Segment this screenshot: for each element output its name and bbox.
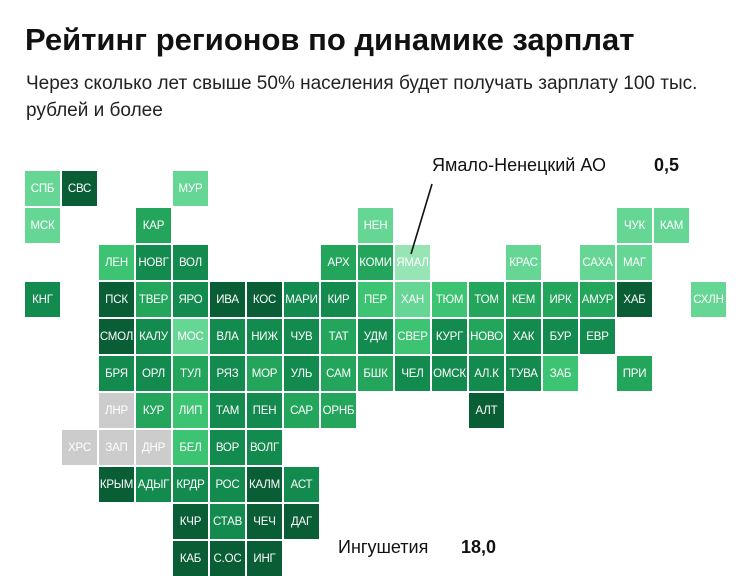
callout-bottom-region-value: 18,0 [461, 537, 497, 557]
region-tile: ТАМ [210, 393, 245, 428]
region-tile: СХЛН [691, 282, 726, 317]
region-tile: БШК [358, 356, 393, 391]
region-tile: ТУЛ [173, 356, 208, 391]
region-tile: ЛНР [99, 393, 134, 428]
region-tile: КЧР [173, 504, 208, 539]
region-tile: ЧЕЛ [395, 356, 430, 391]
region-tile: КИР [321, 282, 356, 317]
region-tile: ИРК [543, 282, 578, 317]
region-tile: МСК [25, 208, 60, 243]
region-tile: ХАН [395, 282, 430, 317]
region-tile: СВЕР [395, 319, 430, 354]
region-tile: ТУВА [506, 356, 541, 391]
region-tile: ЕВР [580, 319, 615, 354]
region-tile: ПЕР [358, 282, 393, 317]
region-tile: ТВЕР [136, 282, 171, 317]
region-tile: НЕН [358, 208, 393, 243]
region-tile: УЛЬ [284, 356, 319, 391]
region-tile: АДЫГ [136, 467, 171, 502]
region-tile: АЛТ [469, 393, 504, 428]
region-tile: КНГ [25, 282, 60, 317]
region-tile: САР [284, 393, 319, 428]
region-tile: КРАС [506, 245, 541, 280]
region-tile: МАРИ [284, 282, 319, 317]
region-tile: ВОЛ [173, 245, 208, 280]
chart-subtitle: Через сколько лет свыше 50% населения бу… [26, 73, 698, 121]
region-tile: ВОР [210, 430, 245, 465]
region-tile: ВОЛГ [247, 430, 282, 465]
region-tile: МУР [173, 171, 208, 206]
region-tile: СТАВ [210, 504, 245, 539]
region-tile: КАЛУ [136, 319, 171, 354]
region-tile: ХАК [506, 319, 541, 354]
callout-top-region-value: 0,5 [654, 155, 680, 175]
region-tile: КАР [136, 208, 171, 243]
region-tile: КАМ [654, 208, 689, 243]
region-tile: БУР [543, 319, 578, 354]
region-tile: ПЕН [247, 393, 282, 428]
region-tile: ОРНБ [321, 393, 356, 428]
region-tile: СПБ [25, 171, 60, 206]
region-tile: КУРГ [432, 319, 467, 354]
region-tile: ЛЕН [99, 245, 134, 280]
region-tile: УДМ [358, 319, 393, 354]
region-tile: КУР [136, 393, 171, 428]
region-tile: АРХ [321, 245, 356, 280]
callout-leader-line [410, 183, 433, 255]
region-tile: ТЮМ [432, 282, 467, 317]
region-tile: КАЛМ [247, 467, 282, 502]
chart-title: Рейтинг регионов по динамике зарплат [25, 22, 635, 57]
region-tile: ЗАБ [543, 356, 578, 391]
region-tile: НИЖ [247, 319, 282, 354]
region-tile: СМОЛ [99, 319, 134, 354]
region-tile: СВС [62, 171, 97, 206]
region-tile: ОМСК [432, 356, 467, 391]
region-tile: САМ [321, 356, 356, 391]
region-tile: МОС [173, 319, 208, 354]
region-tile: ЯРО [173, 282, 208, 317]
callout-top-region-name: Ямало-Ненецкий АО [432, 155, 606, 175]
region-tile: БЕЛ [173, 430, 208, 465]
region-tile: НОВГ [136, 245, 171, 280]
region-tile: ЧУВ [284, 319, 319, 354]
region-tile: ПСК [99, 282, 134, 317]
region-tile: КОМИ [358, 245, 393, 280]
region-tile: ЧУК [617, 208, 652, 243]
region-tile: ИВА [210, 282, 245, 317]
region-tile: КЕМ [506, 282, 541, 317]
region-tile: МАГ [617, 245, 652, 280]
region-tile: ВЛА [210, 319, 245, 354]
region-tile: ТАТ [321, 319, 356, 354]
region-tile: АЛ.К [469, 356, 504, 391]
region-tile: ДАГ [284, 504, 319, 539]
region-tile: РОС [210, 467, 245, 502]
region-tile: ЧЕЧ [247, 504, 282, 539]
region-tile: РЯЗ [210, 356, 245, 391]
region-tile: КОС [247, 282, 282, 317]
region-tile: КРЫМ [99, 467, 134, 502]
region-tile: САХА [580, 245, 615, 280]
region-tile: ХРС [62, 430, 97, 465]
region-tile: ПРИ [617, 356, 652, 391]
region-tile: ОРЛ [136, 356, 171, 391]
region-tile: ДНР [136, 430, 171, 465]
region-tile: АСТ [284, 467, 319, 502]
region-tile: КРДР [173, 467, 208, 502]
region-tile: ТОМ [469, 282, 504, 317]
region-tile: МОР [247, 356, 282, 391]
region-tile: ЗАП [99, 430, 134, 465]
callout-bottom-region-name: Ингушетия [338, 537, 429, 557]
region-tile: НОВО [469, 319, 504, 354]
region-tile: ХАБ [617, 282, 652, 317]
region-tile: БРЯ [99, 356, 134, 391]
region-tile: АМУР [580, 282, 615, 317]
region-tile: ЛИП [173, 393, 208, 428]
